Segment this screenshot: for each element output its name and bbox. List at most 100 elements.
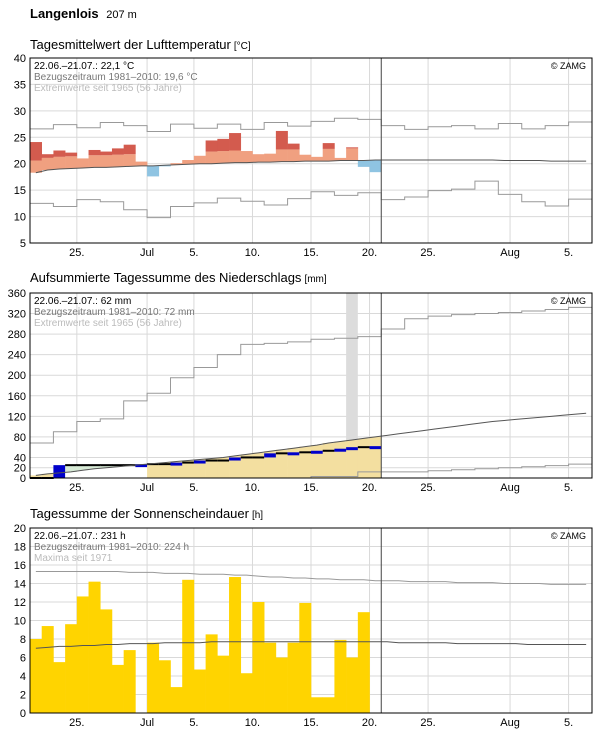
precip-base-fill <box>111 466 124 478</box>
x-tick-label: 25. <box>420 482 435 494</box>
temp-bar-base <box>182 160 195 165</box>
temp-bar-base <box>100 155 113 168</box>
x-tick-label: 5. <box>189 247 198 259</box>
y-tick-label: 120 <box>8 411 26 423</box>
sunshine-bar <box>41 626 54 713</box>
sun-title-unit: [h] <box>251 510 264 521</box>
precip-cumulative-step <box>275 452 288 455</box>
y-tick-label: 20 <box>14 463 26 475</box>
temp-bar-warm <box>111 148 124 155</box>
precip-cumulative-step <box>65 464 78 467</box>
x-tick-label: 25. <box>420 717 435 729</box>
precip-deficit-fill <box>158 462 171 478</box>
temp-title-text: Tagesmittelwert der Lufttemperatur <box>30 37 231 52</box>
precip-cumulative-step <box>158 463 171 466</box>
x-tick-label: 5. <box>564 717 573 729</box>
precip-deficit-fill <box>170 461 183 478</box>
precip-daily-bar <box>170 462 183 466</box>
x-tick-label: Jul <box>140 482 154 494</box>
missing-data-band <box>346 293 358 478</box>
x-tick-label: 25. <box>69 482 84 494</box>
temp-bar-base <box>41 157 54 171</box>
precip-deficit-fill <box>30 475 43 478</box>
sun-title: Tagessumme der Sonnenscheindauer [h] <box>30 506 263 521</box>
x-tick-label: 10. <box>245 482 260 494</box>
temp-bar-base <box>287 149 300 162</box>
temp-bar-base <box>53 156 66 169</box>
temp-bar-base <box>299 154 312 162</box>
sunshine-bar <box>264 642 277 713</box>
sunshine-bar <box>193 669 206 713</box>
temp-bar-warm <box>53 150 66 157</box>
y-tick-label: 280 <box>8 329 26 341</box>
y-tick-label: 10 <box>14 212 26 224</box>
x-tick-label: Jul <box>140 717 154 729</box>
y-tick-label: 14 <box>14 579 26 591</box>
precip-extreme-max-line <box>30 306 592 444</box>
sunshine-bar <box>65 624 78 713</box>
precip-title-unit: [mm] <box>304 274 327 285</box>
precip-daily-bar <box>311 450 324 454</box>
sunshine-bar <box>275 657 288 713</box>
precip-daily-bar <box>193 460 206 464</box>
x-tick-label: 10. <box>245 717 260 729</box>
sun-title-text: Tagessumme der Sonnenscheindauer <box>30 506 249 521</box>
precip-deficit-fill <box>346 439 359 478</box>
precip-deficit-fill <box>147 463 160 478</box>
x-tick-label: 15. <box>303 482 318 494</box>
precip-deficit-fill <box>193 459 206 478</box>
y-tick-label: 40 <box>14 452 26 464</box>
sunshine-bar <box>322 697 335 713</box>
precip-title-text: Aufsummierte Tagessumme des Niederschlag… <box>30 270 302 285</box>
plot-frame <box>29 527 593 714</box>
precip-deficit-fill <box>299 446 312 478</box>
temp-bar-base <box>111 154 124 167</box>
precip-cumulative-step <box>76 464 89 467</box>
y-tick-label: 160 <box>8 391 26 403</box>
y-tick-label: 2 <box>20 690 26 702</box>
y-tick-label: 0 <box>20 708 26 720</box>
sunshine-normal-line <box>35 641 587 649</box>
sunshine-bar <box>158 660 171 713</box>
precip-daily-bar <box>287 452 300 456</box>
sunshine-bar <box>240 673 253 713</box>
temp-title-unit: [°C] <box>233 41 251 52</box>
temp-bar-base <box>240 151 253 163</box>
sunshine-bar <box>123 650 136 713</box>
precip-cumulative-step <box>111 464 124 467</box>
temp-bar-warm <box>88 149 101 156</box>
temp-bar-cold <box>369 160 382 173</box>
precip-cumulative-step <box>205 459 218 462</box>
precip-cumulative-step <box>217 459 230 462</box>
y-tick-label: 200 <box>8 370 26 382</box>
y-tick-label: 4 <box>20 671 26 683</box>
sunshine-bar <box>205 634 218 713</box>
temp-bar-warm <box>123 144 136 155</box>
sunshine-bar <box>100 609 113 713</box>
sunshine-bar <box>88 581 101 713</box>
plot-frame <box>29 57 593 244</box>
precip-deficit-fill <box>322 443 335 478</box>
temp-title: Tagesmittelwert der Lufttemperatur [°C] <box>30 37 251 52</box>
temp-bar-base <box>229 150 242 163</box>
temp-bar-base <box>264 153 277 163</box>
y-tick-label: 15 <box>14 185 26 197</box>
temp-bar-warm <box>30 142 43 161</box>
copyright-label: © ZAMG <box>551 296 586 306</box>
precip-base-fill <box>135 464 148 478</box>
sunshine-maxima-line <box>35 570 587 585</box>
precip-surplus-fill <box>65 465 78 472</box>
precip-daily-bar <box>53 465 66 478</box>
precip-surplus-fill <box>100 465 113 468</box>
x-tick-label: Aug <box>500 717 520 729</box>
precip-normal-line <box>35 412 587 476</box>
sunshine-bar <box>311 697 324 713</box>
x-tick-label: 20. <box>362 247 377 259</box>
precip-base-fill <box>88 468 101 478</box>
copyright-label: © ZAMG <box>551 61 586 71</box>
y-tick-label: 20 <box>14 523 26 535</box>
temp-bar-base <box>30 160 43 173</box>
sunshine-bar <box>111 664 124 713</box>
x-tick-label: Aug <box>500 482 520 494</box>
x-tick-label: 5. <box>189 717 198 729</box>
